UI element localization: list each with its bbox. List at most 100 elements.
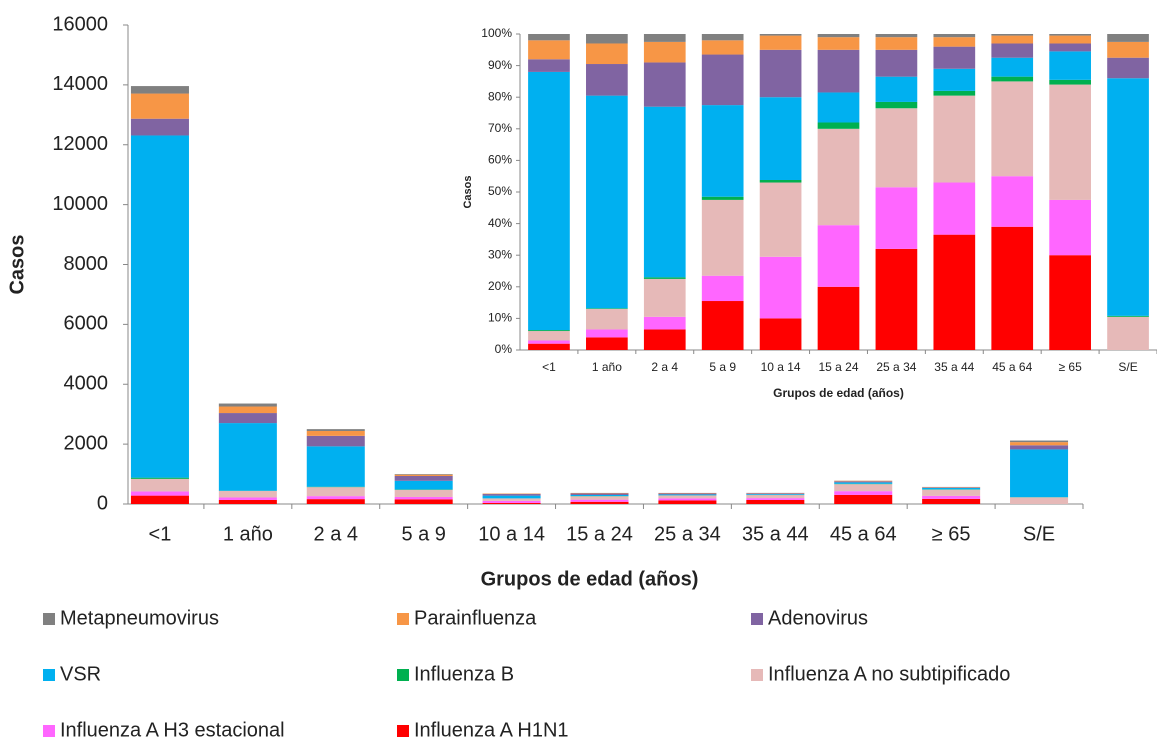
legend-swatch xyxy=(43,613,55,625)
bar-segment xyxy=(528,34,570,41)
x-tick-label: 5 a 9 xyxy=(709,360,736,374)
x-tick-label: 2 a 4 xyxy=(314,523,358,545)
x-tick-label: 5 a 9 xyxy=(401,523,445,545)
bar-segment xyxy=(394,474,453,475)
bar-segment xyxy=(1107,78,1149,316)
x-tick-label: 1 año xyxy=(592,360,622,374)
bar-segment xyxy=(817,225,860,287)
bar-segment xyxy=(586,337,628,350)
legend-label: Influenza B xyxy=(414,663,514,685)
bar-segment xyxy=(306,446,365,487)
bar-segment xyxy=(130,495,189,504)
bar-segment xyxy=(658,495,717,499)
y-tick-label: 8000 xyxy=(64,253,109,275)
y-tick-label: 50% xyxy=(488,184,512,198)
bar-segment xyxy=(218,406,277,414)
legend-label: Influenza A H3 estacional xyxy=(60,719,285,738)
bar-segment xyxy=(701,40,744,55)
legend-label: Parainfluenza xyxy=(414,607,537,629)
x-axis-title: Grupos de edad (años) xyxy=(481,568,699,590)
bar-segment xyxy=(482,500,541,503)
bar-segment xyxy=(643,62,686,107)
x-tick-label: 15 a 24 xyxy=(818,360,858,374)
y-tick-label: 16000 xyxy=(52,13,108,35)
bar-segment xyxy=(834,481,893,483)
x-tick-label: <1 xyxy=(149,523,172,545)
bar-segment xyxy=(130,491,189,496)
bar-segment xyxy=(643,316,686,330)
bar-segment xyxy=(817,286,860,350)
y-axis-title: Casos xyxy=(6,234,28,294)
bar-segment xyxy=(875,248,918,350)
bar-segment xyxy=(570,501,629,504)
bar-segment xyxy=(570,494,629,497)
bar-segment xyxy=(394,489,453,497)
bar-segment xyxy=(875,187,918,249)
x-tick-label: ≥ 65 xyxy=(932,523,971,545)
bar-segment xyxy=(759,318,802,350)
bar-segment xyxy=(875,49,918,77)
bar-segment xyxy=(482,494,541,496)
bar-segment xyxy=(306,487,365,497)
y-tick-label: 14000 xyxy=(52,73,108,95)
bar-segment xyxy=(834,480,893,482)
bar-segment xyxy=(586,329,628,338)
bar-segment xyxy=(759,34,802,36)
bar-segment xyxy=(570,499,629,502)
bar-segment xyxy=(759,35,802,50)
bar-segment xyxy=(746,495,805,499)
bar-segment xyxy=(701,196,744,200)
bar-segment xyxy=(759,97,802,180)
bar-segment xyxy=(218,413,277,424)
bar-segment xyxy=(933,90,976,96)
bar-segment xyxy=(586,308,628,309)
bar-segment xyxy=(643,278,686,317)
bar-segment xyxy=(643,329,686,350)
bar-segment xyxy=(875,76,918,102)
y-tick-label: 90% xyxy=(488,58,512,72)
bar-segment xyxy=(1049,43,1091,52)
bar-segment xyxy=(817,34,860,38)
bar-segment xyxy=(586,34,628,44)
bar-segment xyxy=(1049,255,1091,350)
bar-segment xyxy=(1107,316,1149,350)
bar-segment xyxy=(528,330,570,332)
legend-swatch xyxy=(751,613,763,625)
y-tick-label: 20% xyxy=(488,279,512,293)
legend-swatch xyxy=(397,725,409,737)
bar-segment xyxy=(746,498,805,500)
bar-segment xyxy=(1107,315,1149,317)
bar-segment xyxy=(1107,34,1149,42)
bar-segment xyxy=(759,179,802,183)
bar-segment xyxy=(933,34,976,38)
bar-segment xyxy=(922,495,981,499)
bar-segment xyxy=(643,34,686,42)
bar-segment xyxy=(933,234,976,350)
bar-segment xyxy=(991,81,1034,177)
y-tick-label: 10% xyxy=(488,311,512,325)
bar-segment xyxy=(306,496,365,500)
x-tick-label: 45 a 64 xyxy=(830,523,897,545)
y-tick-label: 6000 xyxy=(64,313,109,335)
bar-segment xyxy=(528,71,570,331)
bar-segment xyxy=(658,493,717,495)
x-tick-label: 10 a 14 xyxy=(478,523,545,545)
bar-segment xyxy=(643,277,686,279)
bar-segment xyxy=(643,106,686,278)
bar-segment xyxy=(701,105,744,197)
bar-segment xyxy=(1010,449,1069,498)
bar-segment xyxy=(218,490,277,498)
y-tick-label: 2000 xyxy=(64,432,109,454)
x-tick-label: 15 a 24 xyxy=(566,523,633,545)
x-tick-label: 1 año xyxy=(223,523,273,545)
y-tick-label: 30% xyxy=(488,247,512,261)
bar-segment xyxy=(658,498,717,501)
bar-segment xyxy=(701,301,744,350)
bar-segment xyxy=(394,496,453,500)
x-axis-title: Grupos de edad (años) xyxy=(773,386,904,400)
bar-segment xyxy=(570,493,629,495)
bar-segment xyxy=(817,92,860,123)
y-tick-label: 60% xyxy=(488,153,512,167)
bar-segment xyxy=(1049,79,1091,85)
bar-segment xyxy=(482,495,541,499)
